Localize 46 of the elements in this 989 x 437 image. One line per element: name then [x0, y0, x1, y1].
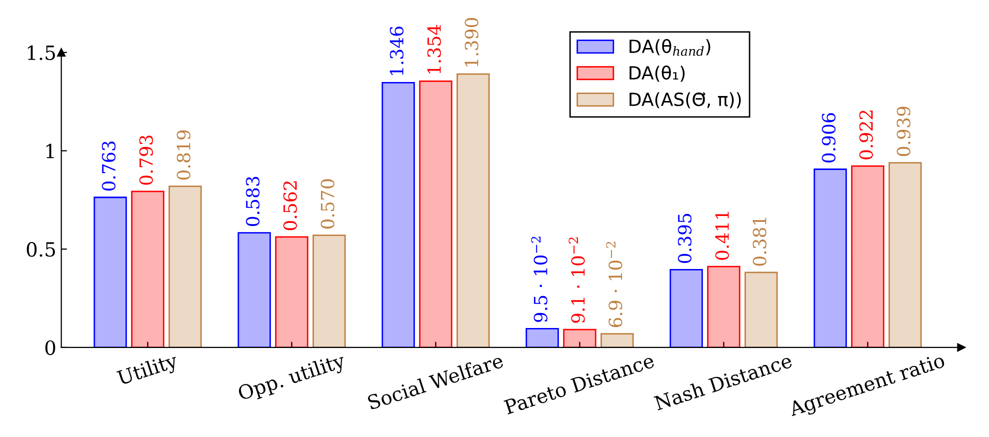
data-label: 1.390 — [464, 18, 478, 66]
data-label: 0.793 — [139, 136, 153, 185]
bar — [888, 162, 922, 348]
bar — [851, 165, 884, 348]
bar — [382, 82, 415, 348]
bar — [456, 73, 490, 348]
data-label: 9.5 · 10$^{−2}$ — [531, 236, 548, 322]
data-label: 1.354 — [427, 24, 441, 74]
bar — [94, 196, 127, 348]
legend-label: DA(θ₁) — [630, 66, 685, 82]
x-tick-label: Utility — [116, 352, 180, 390]
bar — [600, 333, 634, 348]
data-label: 0.562 — [283, 181, 297, 230]
legend-label: DA(θ$_{hand}$) — [630, 39, 710, 56]
bar — [275, 236, 308, 348]
data-label: 6.9 · 10$^{−2}$ — [606, 242, 622, 328]
x-tick-label: Opp. utility — [237, 352, 348, 404]
y-tick-label: 0 — [45, 340, 56, 356]
data-label: 0.381 — [752, 218, 766, 266]
data-label: 0.922 — [859, 110, 873, 160]
data-label: 1.346 — [390, 26, 404, 75]
data-label: 0.939 — [896, 106, 910, 156]
data-label: 0.395 — [678, 214, 692, 263]
bar — [419, 80, 452, 348]
bar — [563, 328, 596, 348]
bar — [238, 232, 271, 348]
bar — [168, 186, 202, 348]
data-label: 0.583 — [246, 176, 260, 226]
bar — [526, 328, 559, 348]
y-tick-label: 0.5 — [26, 242, 55, 257]
bar — [744, 272, 778, 348]
data-label: 9.1 · 10$^{−2}$ — [568, 238, 585, 323]
data-label: 0.819 — [176, 130, 190, 180]
bar — [670, 269, 703, 348]
data-label: 0.411 — [715, 212, 729, 260]
data-label: 0.763 — [102, 141, 116, 191]
bar — [312, 234, 346, 348]
legend-label: DA(AS(Θ⃗, π)) — [630, 92, 741, 108]
bar — [131, 190, 164, 348]
data-label: 0.906 — [822, 113, 836, 163]
y-tick-label: 1 — [46, 144, 54, 158]
x-tick-label: Social Welfare — [366, 352, 504, 410]
bar — [814, 168, 847, 348]
y-tick-label: 1.5 — [28, 45, 55, 60]
bar — [707, 266, 740, 348]
data-label: 0.570 — [320, 179, 334, 229]
